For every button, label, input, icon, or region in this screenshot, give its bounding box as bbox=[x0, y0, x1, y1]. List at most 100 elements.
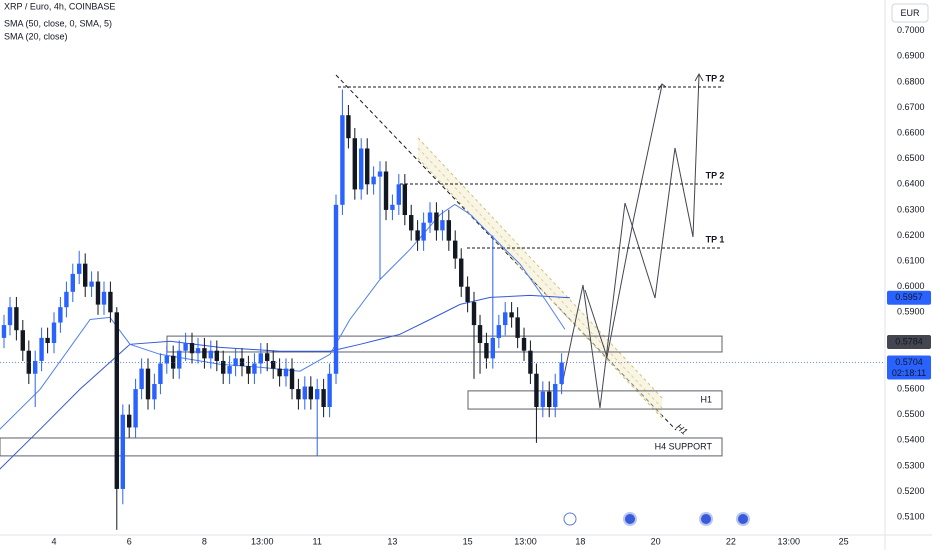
candle-body bbox=[258, 353, 264, 364]
target-label: TP 2 bbox=[706, 73, 725, 83]
candle-body bbox=[114, 312, 119, 489]
candle-body bbox=[264, 353, 270, 361]
candle-body bbox=[289, 368, 295, 390]
zone-label: H4 SUPPORT bbox=[655, 441, 713, 451]
candle-body bbox=[39, 337, 44, 361]
price-tag bbox=[887, 334, 931, 349]
x-tick-label: 20 bbox=[651, 536, 661, 546]
y-tick-label: 0.5100 bbox=[897, 511, 925, 521]
y-tick-label: 0.5600 bbox=[897, 383, 925, 393]
symbol-title: XRP / Euro, 4h, COINBASE bbox=[4, 1, 115, 11]
y-tick-label: 0.6400 bbox=[897, 179, 925, 189]
candle-body bbox=[547, 391, 552, 408]
candle-body bbox=[396, 184, 402, 205]
candle-body bbox=[20, 330, 25, 351]
candle-body bbox=[83, 263, 88, 287]
candle-body bbox=[214, 350, 220, 361]
candle-body bbox=[459, 258, 464, 287]
currency[interactable]: EUR bbox=[900, 8, 920, 18]
candle-body bbox=[252, 363, 257, 374]
arrow-head bbox=[657, 72, 704, 91]
y-tick-label: 0.6200 bbox=[897, 230, 925, 240]
x-tick-label: 6 bbox=[127, 536, 132, 546]
candle-body bbox=[421, 222, 426, 241]
price-tag-label: 0.5957 bbox=[895, 292, 923, 302]
event-icon[interactable] bbox=[623, 512, 637, 526]
x-tick-label: 4 bbox=[51, 536, 56, 546]
candle-body bbox=[484, 343, 489, 359]
candle-body bbox=[45, 337, 50, 344]
y-tick-label: 0.6300 bbox=[897, 204, 925, 214]
y-tick-label: 0.6600 bbox=[897, 127, 925, 137]
event-icon[interactable] bbox=[563, 512, 577, 526]
candle-body bbox=[346, 115, 351, 139]
event-icon[interactable] bbox=[699, 512, 713, 526]
x-tick-label: 8 bbox=[202, 536, 207, 546]
candle-body bbox=[471, 302, 477, 326]
candle-body bbox=[377, 171, 383, 177]
candle-body bbox=[296, 389, 301, 400]
candle-body bbox=[371, 176, 376, 185]
candle-body bbox=[509, 312, 514, 318]
candle-body bbox=[271, 360, 276, 369]
candle-body bbox=[158, 363, 163, 384]
y-tick-label: 0.5900 bbox=[897, 307, 925, 317]
y-tick-label: 0.5500 bbox=[897, 409, 925, 419]
candle-body bbox=[559, 362, 564, 384]
target-label: TP 1 bbox=[706, 234, 725, 244]
candle-body bbox=[164, 355, 170, 364]
candle-body bbox=[239, 358, 245, 367]
candle-body bbox=[127, 414, 132, 428]
price-tag bbox=[887, 290, 931, 305]
candle-body bbox=[333, 204, 339, 374]
candle-body bbox=[321, 389, 326, 408]
zone bbox=[467, 390, 723, 410]
projection-path bbox=[584, 84, 663, 359]
y-tick-label: 0.5300 bbox=[897, 460, 925, 470]
candle-body bbox=[120, 414, 126, 489]
x-tick-label: 18 bbox=[575, 536, 585, 546]
y-tick-label: 0.5200 bbox=[897, 486, 925, 496]
candle-body bbox=[352, 138, 358, 190]
candle-body bbox=[1, 325, 7, 338]
candle-body bbox=[58, 307, 63, 323]
candle-body bbox=[221, 360, 226, 374]
y-tick-label: 0.6500 bbox=[897, 153, 925, 163]
candle-body bbox=[528, 350, 533, 374]
candle-body bbox=[446, 220, 452, 241]
candle-body bbox=[540, 391, 546, 408]
candle-body bbox=[101, 291, 107, 305]
candle-body bbox=[195, 348, 201, 354]
currency-button[interactable] bbox=[891, 3, 929, 23]
candle-body bbox=[302, 386, 308, 400]
candle-body bbox=[51, 322, 57, 344]
candle-body bbox=[70, 273, 75, 292]
sma-line bbox=[0, 203, 566, 430]
candle-body bbox=[89, 281, 94, 287]
candle-body bbox=[133, 389, 138, 428]
channel-fill bbox=[418, 138, 662, 418]
candle-body bbox=[64, 291, 69, 308]
projection-path bbox=[561, 74, 700, 409]
event-icon[interactable] bbox=[736, 512, 750, 526]
y-tick-label: 0.6900 bbox=[897, 51, 925, 61]
drawings bbox=[335, 72, 704, 431]
candle-body bbox=[415, 230, 420, 241]
candle-body bbox=[521, 337, 527, 351]
candle-body bbox=[283, 368, 289, 377]
candle-body bbox=[183, 343, 188, 351]
zone bbox=[166, 335, 723, 353]
x-tick-label: 22 bbox=[726, 536, 736, 546]
zone-label: H1 bbox=[700, 394, 712, 404]
x-tick-label: 13:00 bbox=[514, 536, 537, 546]
candle-body bbox=[233, 358, 238, 367]
candle-body bbox=[359, 148, 364, 190]
candle-body bbox=[189, 343, 195, 354]
candle-body bbox=[383, 171, 389, 210]
candle-body bbox=[427, 212, 433, 223]
candle-body bbox=[553, 383, 558, 408]
x-tick-label: 13:00 bbox=[777, 536, 800, 546]
candle-body bbox=[277, 368, 282, 377]
